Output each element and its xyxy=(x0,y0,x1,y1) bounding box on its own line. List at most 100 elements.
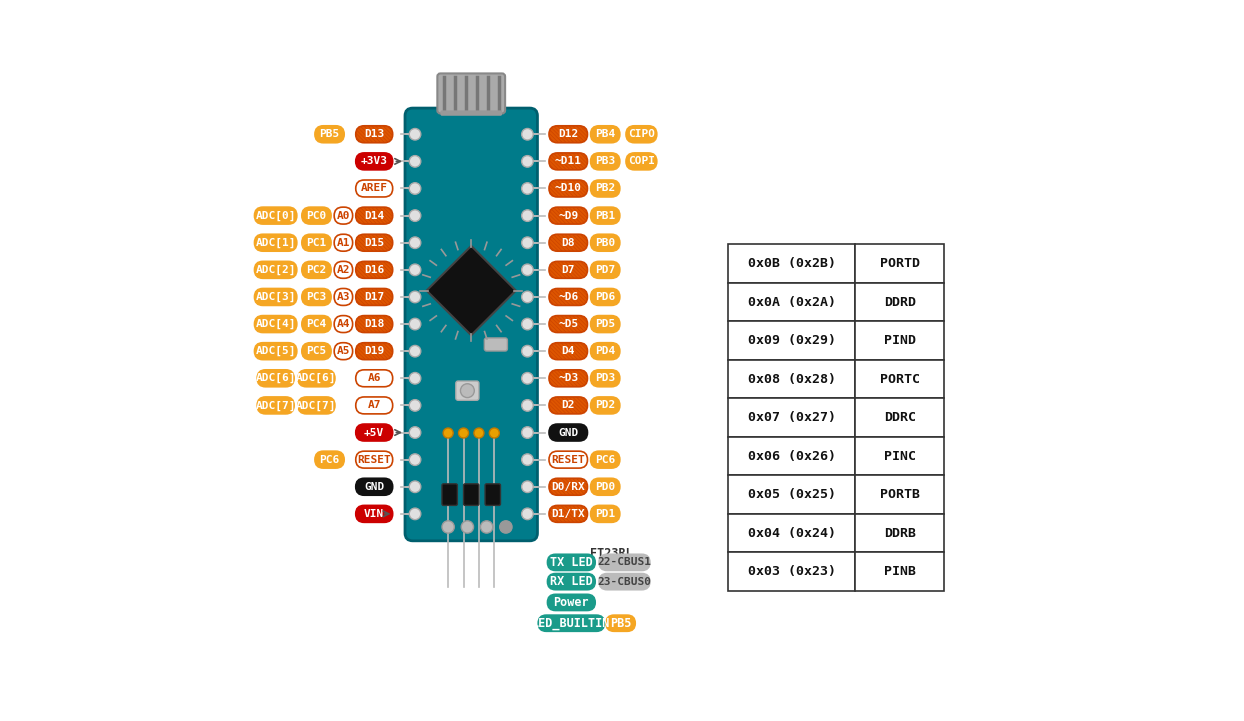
Text: ADC[4]: ADC[4] xyxy=(255,319,296,329)
Text: PD5: PD5 xyxy=(595,319,616,329)
Text: PC6: PC6 xyxy=(595,455,616,464)
FancyBboxPatch shape xyxy=(591,316,620,332)
FancyBboxPatch shape xyxy=(549,153,587,170)
Circle shape xyxy=(409,345,420,357)
FancyBboxPatch shape xyxy=(258,397,294,414)
FancyBboxPatch shape xyxy=(729,399,856,437)
Circle shape xyxy=(521,373,534,384)
Text: PD6: PD6 xyxy=(595,292,616,302)
Circle shape xyxy=(459,428,469,438)
FancyBboxPatch shape xyxy=(302,262,331,278)
Text: A7: A7 xyxy=(367,400,381,410)
Circle shape xyxy=(409,128,420,140)
Circle shape xyxy=(480,521,493,533)
Circle shape xyxy=(409,156,420,167)
Text: PINC: PINC xyxy=(883,450,916,463)
Text: D1/TX: D1/TX xyxy=(551,509,585,519)
Circle shape xyxy=(409,182,420,194)
Circle shape xyxy=(521,454,534,466)
Circle shape xyxy=(521,291,534,303)
Circle shape xyxy=(521,182,534,194)
FancyBboxPatch shape xyxy=(485,484,500,505)
FancyBboxPatch shape xyxy=(729,514,856,552)
FancyBboxPatch shape xyxy=(729,283,856,322)
Text: 0x07 (0x27): 0x07 (0x27) xyxy=(748,411,836,424)
Polygon shape xyxy=(427,246,516,335)
FancyBboxPatch shape xyxy=(549,424,587,441)
Circle shape xyxy=(500,521,513,533)
FancyBboxPatch shape xyxy=(856,514,944,552)
FancyBboxPatch shape xyxy=(335,207,352,224)
FancyBboxPatch shape xyxy=(856,322,944,360)
Text: 0x06 (0x26): 0x06 (0x26) xyxy=(748,450,836,463)
Text: GND: GND xyxy=(364,482,384,492)
Circle shape xyxy=(474,428,484,438)
FancyBboxPatch shape xyxy=(464,484,479,505)
Circle shape xyxy=(409,481,420,492)
Circle shape xyxy=(521,508,534,520)
Text: RX LED: RX LED xyxy=(550,575,592,588)
Text: 0x04 (0x24): 0x04 (0x24) xyxy=(748,526,836,539)
FancyBboxPatch shape xyxy=(729,475,856,514)
Circle shape xyxy=(489,428,499,438)
FancyBboxPatch shape xyxy=(606,615,636,632)
FancyBboxPatch shape xyxy=(591,370,620,386)
Text: PD4: PD4 xyxy=(595,346,616,356)
Text: PB0: PB0 xyxy=(595,238,616,248)
FancyBboxPatch shape xyxy=(549,370,587,386)
Text: D2: D2 xyxy=(561,400,575,410)
FancyBboxPatch shape xyxy=(299,397,335,414)
FancyBboxPatch shape xyxy=(591,342,620,360)
FancyBboxPatch shape xyxy=(591,397,620,414)
Text: 23-CBUS0: 23-CBUS0 xyxy=(597,577,652,587)
Text: ADC[6]: ADC[6] xyxy=(296,373,337,384)
FancyBboxPatch shape xyxy=(356,180,393,197)
FancyBboxPatch shape xyxy=(549,125,587,143)
FancyBboxPatch shape xyxy=(356,342,393,360)
Text: AREF: AREF xyxy=(361,183,388,193)
FancyBboxPatch shape xyxy=(626,125,657,143)
Text: PORTD: PORTD xyxy=(880,257,919,270)
Text: D7: D7 xyxy=(561,265,575,275)
FancyBboxPatch shape xyxy=(302,288,331,306)
FancyBboxPatch shape xyxy=(549,316,587,332)
Text: D15: D15 xyxy=(364,238,384,248)
Circle shape xyxy=(409,373,420,384)
Text: PC1: PC1 xyxy=(306,238,327,248)
FancyBboxPatch shape xyxy=(856,475,944,514)
Text: FT23RL: FT23RL xyxy=(590,547,633,560)
Circle shape xyxy=(409,264,420,275)
Circle shape xyxy=(521,128,534,140)
Circle shape xyxy=(521,427,534,438)
FancyBboxPatch shape xyxy=(549,234,587,251)
FancyBboxPatch shape xyxy=(255,262,297,278)
FancyBboxPatch shape xyxy=(255,234,297,251)
Text: VIN: VIN xyxy=(364,509,384,519)
Text: D16: D16 xyxy=(364,265,384,275)
Circle shape xyxy=(521,210,534,221)
Text: GND: GND xyxy=(559,428,578,438)
Text: A4: A4 xyxy=(337,319,350,329)
FancyBboxPatch shape xyxy=(335,316,352,332)
FancyBboxPatch shape xyxy=(356,505,393,522)
FancyBboxPatch shape xyxy=(729,360,856,399)
Text: PD7: PD7 xyxy=(595,265,616,275)
Circle shape xyxy=(521,156,534,167)
FancyBboxPatch shape xyxy=(335,342,352,360)
FancyBboxPatch shape xyxy=(356,451,393,468)
Circle shape xyxy=(409,427,420,438)
FancyBboxPatch shape xyxy=(406,108,537,541)
Text: D8: D8 xyxy=(561,238,575,248)
Text: PB5: PB5 xyxy=(320,129,340,139)
FancyBboxPatch shape xyxy=(255,316,297,332)
Text: PB4: PB4 xyxy=(595,129,616,139)
FancyBboxPatch shape xyxy=(549,180,587,197)
FancyBboxPatch shape xyxy=(856,360,944,399)
Text: A6: A6 xyxy=(367,373,381,384)
FancyBboxPatch shape xyxy=(626,153,657,170)
Text: 0x05 (0x25): 0x05 (0x25) xyxy=(748,488,836,501)
Circle shape xyxy=(521,345,534,357)
Text: ADC[7]: ADC[7] xyxy=(296,400,337,410)
FancyBboxPatch shape xyxy=(591,262,620,278)
FancyBboxPatch shape xyxy=(356,234,393,251)
